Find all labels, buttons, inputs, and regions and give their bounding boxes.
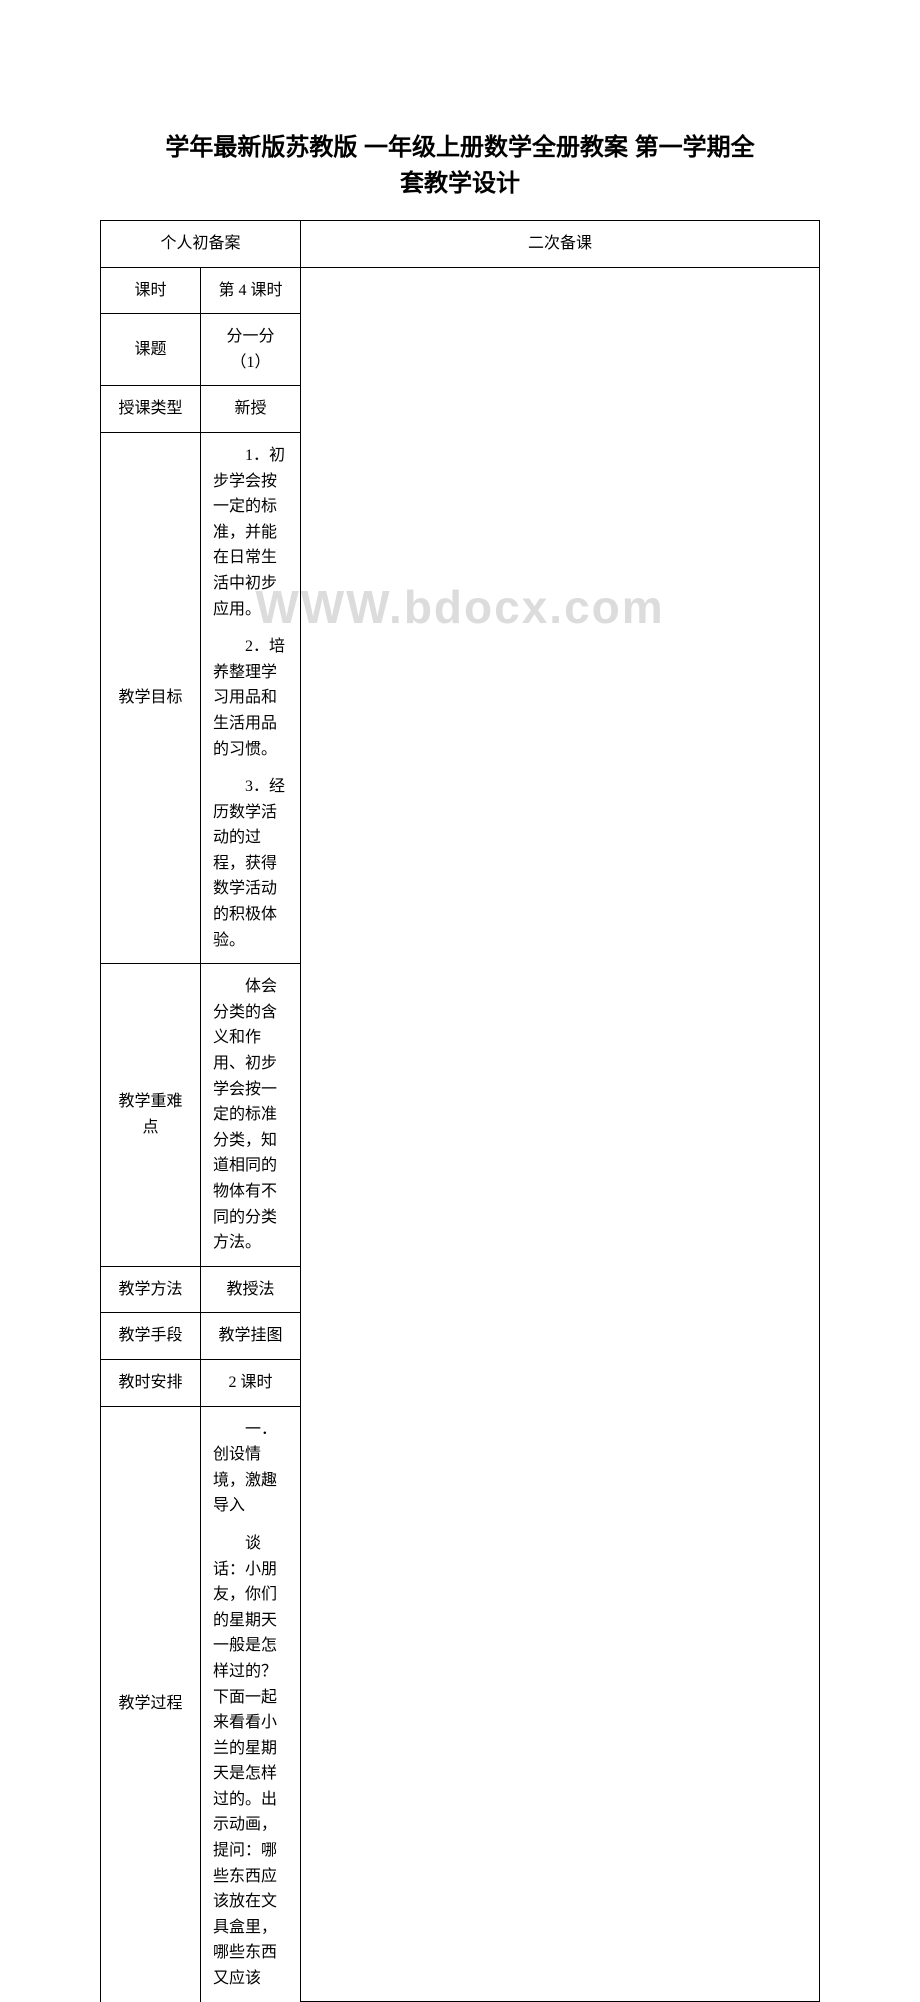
means-label: 教学手段: [101, 1313, 201, 1360]
notes-cell: [301, 267, 820, 2002]
objective-item: 3．经历数学活动的过程，获得数学活动的积极体验。: [213, 774, 288, 953]
type-value: 新授: [201, 386, 301, 433]
process-paragraph: 谈话：小朋友，你们的星期天一般是怎样过的？下面一起来看看小兰的星期天是怎样过的。…: [213, 1531, 288, 1992]
method-label: 教学方法: [101, 1266, 201, 1313]
difficulty-value: 体会分类的含义和作用、初步学会按一定的标准分类，知道相同的物体有不同的分类方法。: [201, 964, 301, 1267]
method-value: 教授法: [201, 1266, 301, 1313]
table-row: 课时 第 4 课时: [101, 267, 820, 314]
objectives-label: 教学目标: [101, 432, 201, 963]
header-plan-cell: 个人初备案: [101, 221, 301, 268]
topic-value: 分一分（1）: [201, 314, 301, 386]
title-line-1: 学年最新版苏教版 一年级上册数学全册教案 第一学期全: [165, 134, 754, 161]
lesson-plan-table: 个人初备案 二次备课 课时 第 4 课时 课题 分一分（1） 授课类型 新授 教…: [100, 220, 820, 2002]
schedule-label: 教时安排: [101, 1359, 201, 1406]
objectives-value: 1．初步学会按一定的标准，并能在日常生活中初步应用。 2．培养整理学习用品和生活…: [201, 432, 301, 963]
header-notes-cell: 二次备课: [301, 221, 820, 268]
title-line-2: 套教学设计: [400, 170, 520, 197]
difficulty-label: 教学重难点: [101, 964, 201, 1267]
schedule-value: 2 课时: [201, 1359, 301, 1406]
period-label: 课时: [101, 267, 201, 314]
process-section-heading: 一． 创设情境，激趣导入: [213, 1417, 288, 1519]
type-label: 授课类型: [101, 386, 201, 433]
process-label: 教学过程: [101, 1406, 201, 2002]
document-title: 学年最新版苏教版 一年级上册数学全册教案 第一学期全 套教学设计: [100, 130, 820, 202]
objective-item: 2．培养整理学习用品和生活用品的习惯。: [213, 634, 288, 762]
process-value: 一． 创设情境，激趣导入 谈话：小朋友，你们的星期天一般是怎样过的？下面一起来看…: [201, 1406, 301, 2002]
means-value: 教学挂图: [201, 1313, 301, 1360]
topic-label: 课题: [101, 314, 201, 386]
table-header-row: 个人初备案 二次备课: [101, 221, 820, 268]
period-value: 第 4 课时: [201, 267, 301, 314]
difficulty-text: 体会分类的含义和作用、初步学会按一定的标准分类，知道相同的物体有不同的分类方法。: [213, 974, 288, 1256]
objective-item: 1．初步学会按一定的标准，并能在日常生活中初步应用。: [213, 443, 288, 622]
